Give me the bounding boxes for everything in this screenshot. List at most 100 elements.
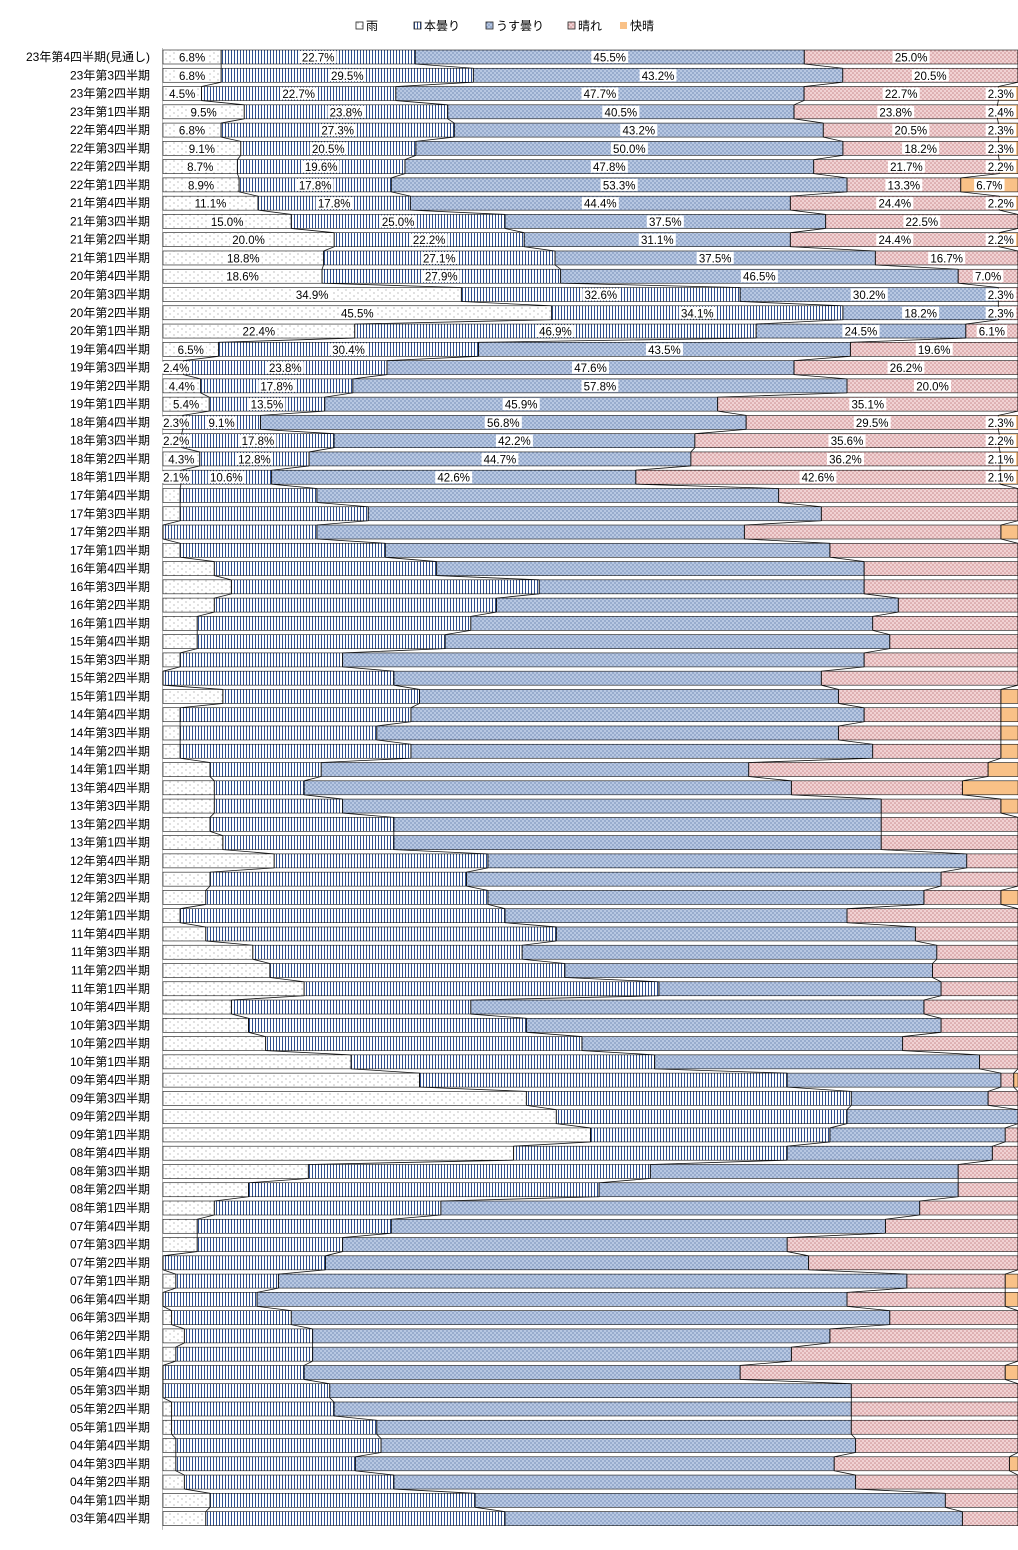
data-label-rain: 6.8%	[176, 69, 208, 83]
bar-segment-usu-kumori	[376, 1420, 852, 1435]
bar-segment-kaisei	[1000, 744, 1018, 759]
bar-segment-hon-kumori	[163, 1365, 305, 1380]
bar-segment-usu-kumori	[496, 598, 899, 613]
bar-segment-hon-kumori	[163, 525, 317, 540]
bar-outline	[162, 159, 1018, 174]
series-line-rain	[180, 904, 206, 910]
bar-segment-hare	[962, 1511, 1018, 1526]
bar-segment-usu-kumori	[325, 1255, 809, 1270]
data-label-bg	[911, 69, 949, 82]
series-line-usu-kumori	[923, 1013, 942, 1019]
bar-segment-rain	[163, 1018, 249, 1033]
series-line-hare	[1009, 1452, 1018, 1458]
data-label-bg	[985, 142, 1016, 155]
bar-row: 16年第2四半期	[70, 597, 1018, 613]
bar-segment-rain	[163, 1328, 185, 1343]
data-label-usu-kumori: 50.0%	[610, 142, 648, 156]
series-line-usu-kumori	[932, 958, 938, 964]
bar-outline	[162, 561, 1018, 576]
bar-segment-rain	[163, 1000, 232, 1015]
category-label: 07年第1四半期	[70, 1274, 150, 1288]
data-label-text: 11.1%	[195, 199, 227, 211]
bar-segment-rain	[163, 634, 198, 649]
bar-row: 06年第3四半期	[70, 1310, 1018, 1325]
series-line-hon-kumori	[260, 410, 325, 416]
data-label-bg	[338, 306, 376, 319]
bar-outline	[162, 488, 1018, 503]
series-line-hon-kumori	[376, 1433, 382, 1439]
data-label-hare: 2.3%	[985, 288, 1016, 302]
series-line-hon-kumori	[554, 264, 561, 270]
data-label-text: 25.0%	[382, 217, 415, 229]
category-label: 19年第1四半期	[70, 397, 150, 411]
data-label-hon-kumori: 27.9%	[422, 270, 460, 284]
bar-segment-hare	[748, 762, 989, 777]
series-line-usu-kumori	[803, 81, 843, 87]
data-label-usu-kumori: 53.3%	[600, 178, 638, 192]
series-line-hon-kumori	[599, 1178, 651, 1184]
bar-segment-usu-kumori	[278, 1274, 907, 1289]
bar-row: 07年第3四半期	[70, 1237, 1018, 1252]
category-label: 17年第2四半期	[70, 525, 150, 539]
bar-segment-usu-kumori	[304, 780, 792, 795]
data-label-bg	[985, 160, 1016, 173]
bar-row: 11年第1四半期	[71, 981, 1018, 997]
bar-segment-rain	[163, 1347, 176, 1362]
category-label: 14年第1四半期	[70, 763, 150, 777]
bar-row: 10年第3四半期	[70, 1018, 1018, 1033]
data-label-text: 36.2%	[829, 454, 862, 466]
legend-label: 晴れ	[578, 19, 602, 33]
data-label-bg	[600, 178, 638, 191]
bar-segment-hon-kumori	[210, 762, 322, 777]
data-label-hon-kumori: 22.7%	[280, 87, 318, 101]
bar-row: 12年第1四半期	[70, 908, 1018, 923]
data-label-text: 4.5%	[169, 89, 195, 101]
bar-outline	[162, 86, 1018, 101]
bar-segment-hon-kumori	[351, 1054, 655, 1069]
data-label-text: 2.2%	[988, 199, 1014, 211]
data-label-bg	[985, 197, 1016, 210]
bar-segment-hon-kumori	[197, 1237, 343, 1252]
bar-segment-hon-kumori	[590, 1127, 830, 1142]
bar-row: 11年第2四半期	[71, 963, 1018, 978]
series-line-usu-kumori	[919, 1196, 959, 1202]
data-label-text: 42.2%	[498, 436, 531, 448]
plot-area: 23年第4四半期(見通し) 23年第3四半期 23年第2四半期 23年第1四半期 22年…	[26, 48, 1018, 1530]
data-label-bg	[914, 379, 951, 392]
bar-outline	[162, 1438, 1018, 1453]
data-label-bg	[484, 416, 522, 429]
bar-segment-usu-kumori	[650, 1164, 959, 1179]
data-label-bg	[826, 452, 864, 465]
bar-segment-hare	[864, 707, 1001, 722]
data-label-text: 2.3%	[988, 418, 1014, 430]
data-label-text: 2.3%	[163, 418, 189, 430]
data-label-text: 9.1%	[208, 418, 234, 430]
bar-segment-kaisei	[1000, 890, 1018, 905]
series-line-usu-kumori	[902, 1031, 942, 1037]
bar-outline	[162, 999, 1018, 1015]
data-label-text: 2.3%	[988, 89, 1014, 101]
bar-outline	[162, 1493, 1018, 1508]
bar-segment-rain	[163, 652, 181, 667]
bar-outline	[162, 396, 1018, 412]
bar-segment-rain	[163, 945, 253, 960]
data-label-usu-kumori: 45.5%	[591, 51, 629, 65]
bar-row: 07年第2四半期	[70, 1255, 1018, 1271]
bar-segment-kaisei	[1013, 1073, 1018, 1088]
bar-segment-hon-kumori	[265, 1036, 582, 1051]
bar-segment-hon-kumori	[180, 707, 411, 722]
category-label: 20年第2四半期	[70, 306, 150, 320]
series-line-usu-kumori	[778, 502, 822, 508]
series-line-usu-kumori	[838, 739, 873, 745]
bar-segment-usu-kumori	[291, 1310, 890, 1325]
bar-row: 05年第4四半期	[70, 1365, 1018, 1380]
series-line-hare	[1000, 812, 1018, 818]
series-line-usu-kumori	[804, 63, 843, 69]
data-label-bg	[985, 233, 1016, 246]
bar-segment-kaisei	[1009, 1456, 1018, 1471]
bar-outline	[162, 305, 1018, 321]
series-line-usu-kumori	[740, 1379, 852, 1385]
bar-segment-rain	[163, 1456, 176, 1471]
bar-segment-hare	[958, 1164, 1018, 1179]
